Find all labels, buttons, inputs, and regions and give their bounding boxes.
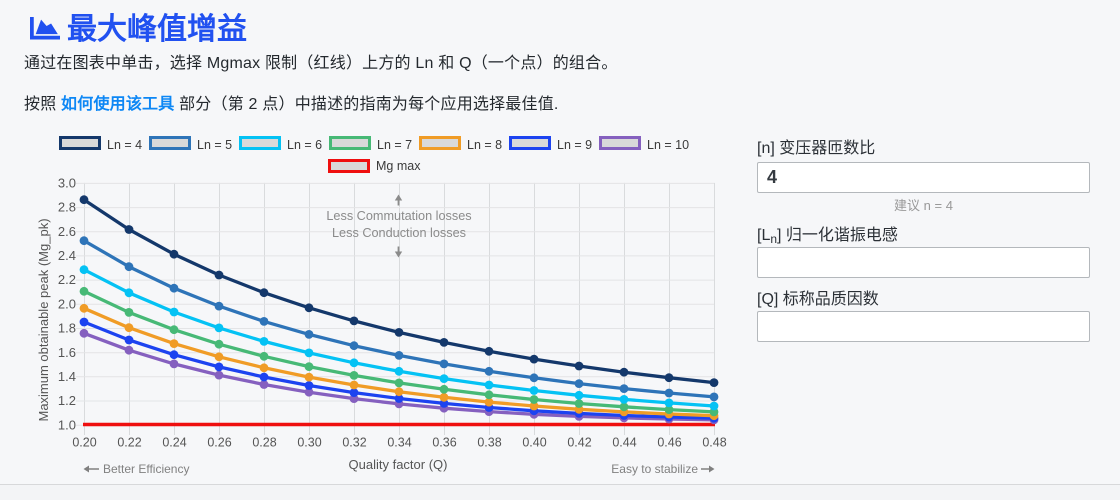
svg-text:Less Commutation losses: Less Commutation losses <box>326 209 471 223</box>
svg-text:0.20: 0.20 <box>72 436 96 450</box>
svg-text:0.36: 0.36 <box>432 436 456 450</box>
svg-text:2.2: 2.2 <box>58 272 76 287</box>
svg-text:2.6: 2.6 <box>58 224 76 239</box>
svg-text:2.0: 2.0 <box>58 296 76 311</box>
svg-text:0.48: 0.48 <box>702 436 726 450</box>
svg-text:1.2: 1.2 <box>58 393 76 408</box>
svg-text:Easy to stabilize: Easy to stabilize <box>611 462 698 476</box>
svg-text:0.30: 0.30 <box>297 436 321 450</box>
svg-text:0.40: 0.40 <box>522 436 546 450</box>
svg-text:1.4: 1.4 <box>58 369 76 384</box>
svg-text:0.42: 0.42 <box>567 436 591 450</box>
svg-text:1.6: 1.6 <box>58 345 76 360</box>
svg-text:0.34: 0.34 <box>387 436 411 450</box>
svg-text:2.4: 2.4 <box>58 248 76 263</box>
svg-text:0.26: 0.26 <box>207 436 231 450</box>
svg-text:1.8: 1.8 <box>58 321 76 336</box>
svg-text:0.28: 0.28 <box>252 436 276 450</box>
svg-text:2.8: 2.8 <box>58 200 76 215</box>
svg-text:Better Efficiency: Better Efficiency <box>103 462 189 476</box>
svg-text:Less Conduction losses: Less Conduction losses <box>332 226 466 240</box>
svg-text:0.24: 0.24 <box>162 436 186 450</box>
svg-text:0.46: 0.46 <box>657 436 681 450</box>
svg-text:3.0: 3.0 <box>58 176 76 191</box>
svg-text:Maximum obtainable peak (Mg_pk: Maximum obtainable peak (Mg_pk) <box>36 218 51 421</box>
svg-text:0.22: 0.22 <box>117 436 141 450</box>
svg-text:1.0: 1.0 <box>58 417 76 432</box>
svg-text:0.32: 0.32 <box>342 436 366 450</box>
svg-text:Quality factor (Q): Quality factor (Q) <box>349 457 448 472</box>
svg-text:0.38: 0.38 <box>477 436 501 450</box>
svg-text:0.44: 0.44 <box>612 436 636 450</box>
